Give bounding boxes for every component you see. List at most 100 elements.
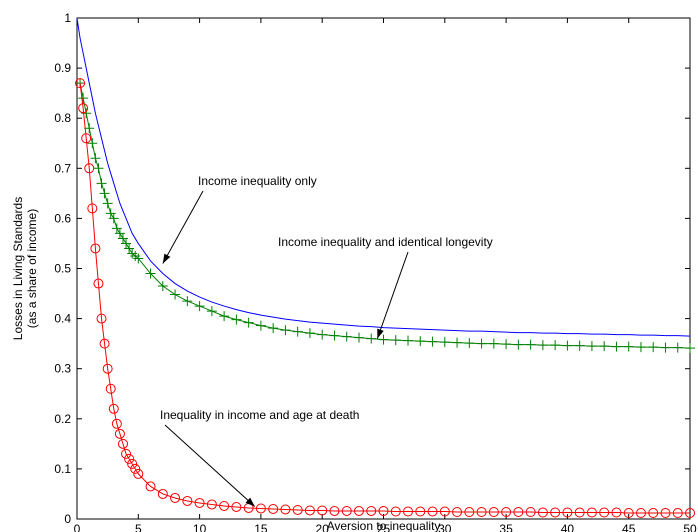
marker [685,343,695,354]
marker [304,505,315,516]
marker [623,341,634,352]
marker [525,506,536,517]
y-tick-label: 0.4 [54,312,71,326]
y-axis-label: Losses in Living Standards [11,197,25,340]
marker [78,103,89,114]
marker [685,507,695,518]
marker [611,341,622,352]
x-tick-label: 25 [377,522,391,532]
marker [537,507,548,518]
marker [329,505,340,516]
marker [501,339,512,350]
marker [635,342,646,353]
marker [599,341,610,352]
marker [121,238,132,249]
arrow-head [245,497,255,507]
marker [268,503,279,514]
marker [537,340,548,351]
marker [672,342,683,353]
marker [194,497,205,508]
marker [488,338,499,349]
marker [90,153,101,164]
y-tick-label: 0 [64,512,71,526]
marker [403,506,414,517]
marker [488,506,499,517]
marker [84,123,95,134]
marker [329,330,340,341]
marker [111,223,122,234]
annotation: Inequality in income and age at death [160,408,359,422]
marker [133,253,144,264]
marker [586,507,597,518]
annotation-arrow [376,251,409,339]
marker [525,339,536,350]
marker [476,338,487,349]
y-tick-label: 0.7 [54,161,71,175]
marker [513,339,524,350]
annotation: Income inequality and identical longevit… [278,235,493,249]
marker [660,507,671,518]
marker [102,198,113,209]
series-line [76,17,691,337]
marker [182,296,193,307]
marker [96,313,107,324]
annotation-arrow [162,190,204,264]
marker [87,138,98,149]
marker [366,333,377,344]
x-tick-label: 10 [193,522,207,532]
x-tick-label: 15 [254,522,268,532]
marker [93,278,104,289]
marker [427,336,438,347]
series [75,78,695,354]
marker [292,326,303,337]
marker [108,403,119,414]
marker [133,468,144,479]
marker [562,507,573,518]
x-tick-label: 0 [74,522,81,532]
marker [87,203,98,214]
marker [219,500,230,511]
marker [341,331,352,342]
x-tick-label: 35 [499,522,513,532]
marker [90,243,101,254]
x-tick-label: 30 [438,522,452,532]
y-tick-label: 0.1 [54,462,71,476]
marker [99,188,110,199]
x-tick-label: 5 [135,522,142,532]
x-tick-label: 40 [561,522,575,532]
marker [439,506,450,517]
marker [366,505,377,516]
marker [599,507,610,518]
marker [182,495,193,506]
marker [84,163,95,174]
marker [464,506,475,517]
marker [157,488,168,499]
marker [317,505,328,516]
marker [130,463,141,474]
marker [93,163,104,174]
x-tick-label: 45 [622,522,636,532]
marker [170,492,181,503]
marker [439,337,450,348]
x-axis-label: Aversion to inequality [327,519,441,532]
marker [124,243,135,254]
y-tick-label: 0.6 [54,211,71,225]
y-tick-label: 1 [64,11,71,25]
marker [660,342,671,353]
y-tick-label: 0.9 [54,61,71,75]
marker [292,504,303,515]
marker [75,78,86,89]
marker [317,329,328,340]
marker [427,506,438,517]
y-tick-label: 0.8 [54,111,71,125]
marker [611,507,622,518]
marker [513,506,524,517]
marker [452,506,463,517]
y-tick-label: 0.3 [54,362,71,376]
y-tick-label: 0.5 [54,262,71,276]
marker [170,289,181,300]
marker [219,311,230,322]
